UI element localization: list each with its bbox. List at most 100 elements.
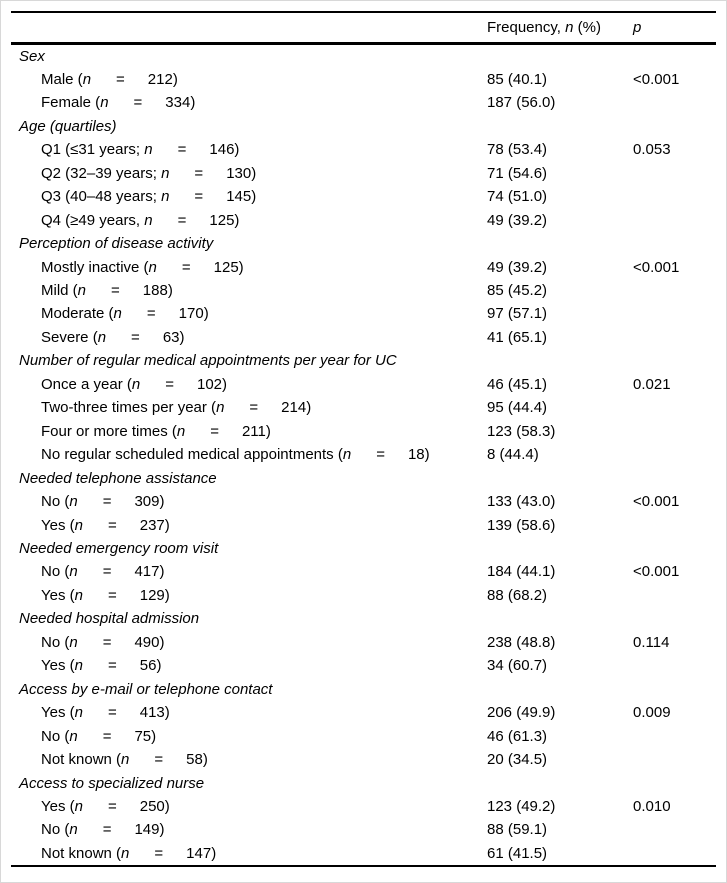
row-label-text: Not known (	[41, 751, 122, 769]
n-symbol: n	[74, 704, 83, 722]
frequency-value: 49 (39.2)	[487, 258, 548, 276]
close-paren: )	[164, 704, 170, 722]
p-value	[633, 302, 716, 325]
row-label: Moderate (n = 170)	[11, 302, 487, 325]
n-symbol: n	[74, 798, 83, 815]
n-value: 417	[134, 563, 160, 581]
close-paren: )	[151, 727, 157, 745]
table-row: Q1 (≤31 years; n = 146) 78 (53.4) 0.053	[11, 138, 716, 161]
equals-symbol: =	[107, 516, 117, 534]
n-symbol: n	[69, 821, 78, 839]
n-symbol: n	[342, 446, 352, 464]
row-label: Q2 (32–39 years; n = 130)	[11, 162, 487, 185]
section-title: Needed emergency room visit	[19, 540, 219, 558]
close-paren: )	[167, 282, 173, 300]
row-label: Severe (n = 63)	[11, 326, 487, 349]
row-label-text: Q2 (32–39 years;	[41, 164, 162, 182]
n-symbol: n	[69, 493, 78, 511]
row-label: Once a year (n = 102)	[11, 373, 487, 396]
table-row: Q2 (32–39 years; n = 130) 71 (54.6)	[11, 162, 716, 185]
n-symbol: n	[82, 70, 92, 88]
p-value: 0.114	[633, 633, 670, 651]
equals-symbol: =	[210, 422, 219, 440]
section-title: Needed telephone assistance	[19, 469, 217, 487]
close-paren: )	[424, 446, 430, 464]
n-symbol: n	[77, 282, 87, 300]
p-value	[633, 748, 716, 771]
frequency-value: 34 (60.7)	[487, 657, 548, 675]
equals-symbol: =	[133, 94, 143, 112]
n-value: 170	[178, 305, 204, 323]
row-label-text: Four or more times (	[41, 422, 177, 440]
p-value	[633, 91, 716, 114]
section-row: Needed telephone assistance	[11, 467, 716, 490]
row-label-text: No (	[41, 821, 70, 839]
n-value: 146	[209, 141, 235, 159]
row-label-text: Yes (	[41, 798, 75, 815]
row-label-text: Q3 (40–48 years;	[41, 188, 162, 206]
row-label-text: Not known (	[41, 844, 122, 862]
n-symbol: n	[216, 399, 225, 417]
row-label: No (n = 75)	[11, 725, 487, 748]
column-header-p: p	[633, 12, 716, 45]
row-label-text: No (	[41, 493, 70, 511]
n-value: 214	[281, 399, 307, 417]
frequency-header-text: Frequency,	[487, 18, 566, 36]
p-value: 0.009	[633, 704, 671, 722]
close-paren: )	[164, 516, 170, 534]
section-row: Access by e-mail or telephone contact	[11, 678, 716, 701]
row-label-text: Mostly inactive (	[41, 258, 149, 276]
n-symbol: n	[148, 258, 157, 276]
n-value: 250	[139, 798, 165, 815]
close-paren: )	[222, 375, 228, 393]
p-value	[633, 443, 716, 466]
table-row: Female (n = 334) 187 (56.0)	[11, 91, 716, 114]
p-value	[633, 279, 716, 302]
n-symbol: n	[74, 516, 83, 534]
n-value: 102	[196, 375, 223, 393]
section-row: Sex	[11, 43, 716, 68]
frequency-value: 41 (65.1)	[487, 328, 548, 346]
p-value: <0.001	[633, 70, 680, 88]
section-row: Needed emergency room visit	[11, 537, 716, 560]
table-row: Severe (n = 63) 41 (65.1)	[11, 326, 716, 349]
n-value: 56	[139, 657, 157, 675]
row-label-text: Q4 (≥49 years,	[41, 211, 145, 229]
row-label-text: Yes (	[41, 586, 75, 604]
equals-symbol: =	[146, 305, 156, 323]
n-symbol: n	[69, 633, 78, 651]
n-value: 309	[134, 493, 160, 511]
section-row: Perception of disease activity	[11, 232, 716, 255]
frequency-value: 88 (68.2)	[487, 586, 548, 604]
n-value: 334	[165, 94, 191, 112]
close-paren: )	[159, 563, 165, 581]
n-value: 413	[139, 704, 165, 722]
row-label: Mild (n = 188)	[11, 279, 487, 302]
n-value: 188	[142, 282, 168, 300]
table-row: Mild (n = 188) 85 (45.2)	[11, 279, 716, 302]
row-label: Q1 (≤31 years; n = 146)	[11, 138, 487, 161]
close-paren: )	[156, 657, 162, 675]
p-value	[633, 326, 716, 349]
frequency-value: 49 (39.2)	[487, 211, 548, 229]
n-symbol: n	[121, 751, 130, 769]
close-paren: )	[306, 399, 312, 417]
table-row: Yes (n = 237) 139 (58.6)	[11, 514, 716, 537]
section-title: Sex	[19, 47, 45, 65]
equals-symbol: =	[194, 164, 204, 182]
n-value: 125	[209, 211, 235, 229]
table-row: No (n = 417) 184 (44.1) <0.001	[11, 560, 716, 583]
row-label: Yes (n = 129)	[11, 584, 487, 607]
p-value	[633, 185, 716, 208]
close-paren: )	[164, 586, 170, 604]
p-value: <0.001	[633, 563, 680, 581]
close-paren: )	[159, 633, 165, 651]
frequency-value: 97 (57.1)	[487, 305, 548, 323]
row-label-text: No regular scheduled medical appointment…	[41, 446, 343, 464]
row-label-text: Male (	[41, 70, 83, 88]
frequency-table: Frequency, n (%) p Sex Male (n = 212) 85 (40…	[11, 11, 716, 868]
equals-symbol: =	[102, 563, 112, 581]
section-title: Number of regular medical appointments p…	[19, 352, 397, 370]
table-row: Mostly inactive (n = 125) 49 (39.2) <0.001	[11, 256, 716, 279]
row-label: Male (n = 212)	[11, 68, 487, 91]
